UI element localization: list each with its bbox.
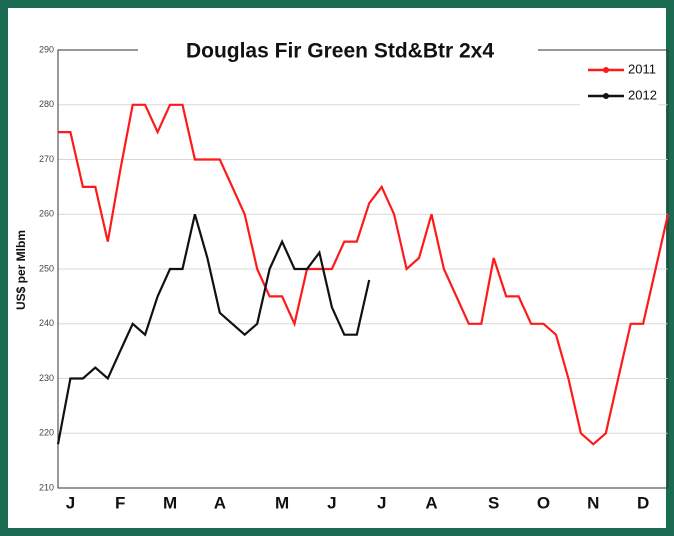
y-tick-label: 240 [39,318,54,328]
legend-label: 2011 [628,61,656,76]
x-tick-label: O [537,493,550,512]
x-tick-label: M [275,493,289,512]
line-series [58,103,670,446]
x-tick-label: A [425,493,437,512]
x-tick-label: J [66,493,75,512]
y-tick-label: 290 [39,44,54,54]
x-tick-label: F [115,493,125,512]
x-tick-label: N [587,493,599,512]
line-series [56,213,371,445]
legend-label: 2012 [628,87,657,102]
chart-title: Douglas Fir Green Std&Btr 2x4 [186,40,494,63]
y-tick-label: 270 [39,154,54,164]
x-tick-label: J [377,493,386,512]
x-tick-label: A [214,493,226,512]
y-tick-label: 280 [39,99,54,109]
y-tick-label: 210 [39,482,54,492]
y-tick-label: 230 [39,373,54,383]
x-tick-label: M [163,493,177,512]
title-bg [138,36,538,66]
x-tick-label: J [327,493,336,512]
legend-marker [603,67,609,73]
legend-marker [603,93,609,99]
y-tick-label: 220 [39,428,54,438]
y-tick-label: 260 [39,209,54,219]
y-tick-label: 250 [39,263,54,273]
x-tick-label: S [488,493,499,512]
y-axis-label: US$ per Mlbm [14,230,28,310]
x-tick-label: D [637,493,649,512]
